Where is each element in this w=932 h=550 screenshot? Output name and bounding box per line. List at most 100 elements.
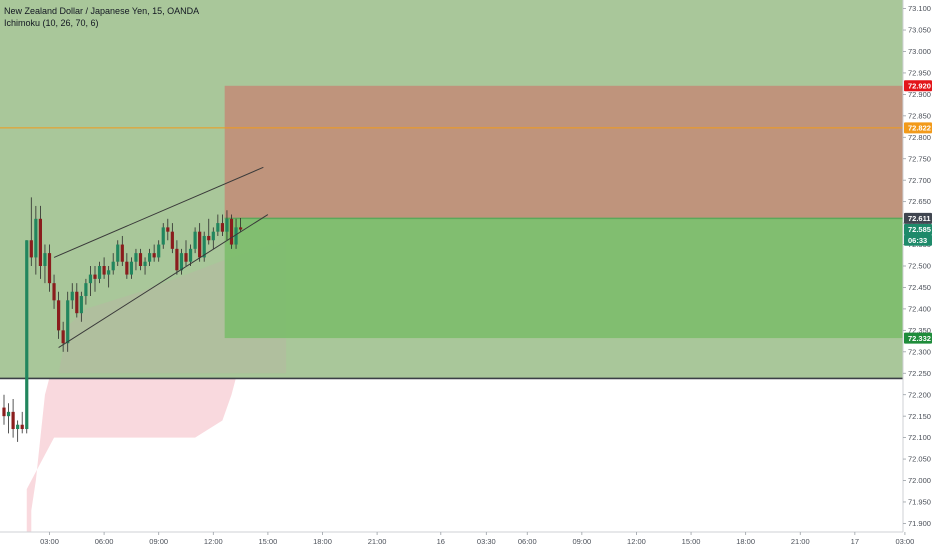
x-tick-label: 03:00 — [40, 537, 59, 546]
candle — [234, 227, 238, 245]
candle — [84, 283, 88, 297]
candle — [93, 274, 97, 279]
x-tick-label: 21:00 — [368, 537, 387, 546]
candle — [20, 424, 24, 430]
candle — [125, 261, 129, 275]
candle — [184, 253, 188, 262]
wedge-upper-line[interactable] — [53, 166, 264, 258]
price-label-badge — [904, 122, 932, 134]
wedge-lower-line[interactable] — [58, 214, 269, 348]
candle — [138, 253, 143, 266]
x-tick-label: 12:00 — [627, 537, 646, 546]
stop-loss-zone[interactable] — [224, 85, 904, 219]
price-label-text: 72.611 — [908, 214, 931, 223]
y-tick-label: 72.700 — [908, 176, 931, 185]
candle — [25, 240, 29, 430]
price-label-text: 72.920 — [908, 82, 931, 91]
candle — [143, 261, 147, 266]
candle — [220, 223, 224, 232]
x-tick-label: 03:00 — [896, 537, 915, 546]
candle — [216, 223, 220, 232]
candle — [102, 266, 106, 275]
x-tick-label: 16 — [437, 537, 445, 546]
price-label-badge — [904, 332, 932, 344]
price-label-badge — [904, 224, 932, 236]
x-tick-label: 21:00 — [791, 537, 810, 546]
candle — [111, 261, 115, 271]
price-label-text: 72.332 — [908, 334, 931, 343]
candle — [11, 411, 15, 430]
candle — [198, 231, 202, 258]
x-tick-label: 06:00 — [518, 537, 537, 546]
candle — [207, 235, 211, 241]
candle — [152, 253, 156, 258]
price-label-text: 72.822 — [908, 124, 931, 133]
candle — [52, 283, 56, 301]
y-tick-label: 72.000 — [908, 476, 931, 485]
candle — [179, 253, 184, 271]
y-tick-label: 72.500 — [908, 262, 931, 271]
candle — [2, 407, 6, 417]
target-loss-zone[interactable] — [224, 218, 904, 339]
price-label-badge — [904, 80, 932, 92]
candle — [129, 261, 133, 275]
price-label-text: 72.585 — [908, 225, 931, 234]
y-tick-label: 72.250 — [908, 369, 931, 378]
candle — [193, 231, 197, 249]
y-tick-label: 72.800 — [908, 133, 931, 142]
candle — [38, 218, 42, 266]
candle — [229, 218, 234, 245]
candle — [75, 291, 79, 314]
x-tick-label: 09:00 — [572, 537, 591, 546]
candle — [161, 227, 165, 245]
candle — [225, 218, 229, 232]
symbol-title[interactable]: New Zealand Dollar / Japanese Yen, 15, O… — [4, 6, 200, 16]
candle — [120, 244, 124, 262]
y-tick-label: 73.050 — [908, 26, 931, 35]
candle — [107, 270, 111, 275]
indicator-label[interactable]: Ichimoku (10, 26, 70, 6) — [4, 18, 99, 28]
time-axis[interactable] — [0, 532, 903, 550]
y-tick-label: 72.650 — [908, 197, 931, 206]
y-tick-label: 72.300 — [908, 347, 931, 356]
candle — [6, 411, 11, 417]
price-label-badge — [904, 234, 932, 246]
y-tick-label: 72.450 — [908, 283, 931, 292]
candle — [116, 244, 120, 262]
candle — [43, 253, 47, 266]
y-tick-label: 71.950 — [908, 498, 931, 507]
price-label-text: 06:33 — [908, 236, 927, 245]
ichimoku-cloud — [26, 377, 237, 532]
x-tick-label: 18:00 — [736, 537, 755, 546]
candle — [134, 253, 138, 262]
x-tick-label: 15:00 — [259, 537, 278, 546]
y-tick-label: 72.900 — [908, 90, 931, 99]
candle — [29, 240, 33, 258]
y-tick-label: 73.000 — [908, 47, 931, 56]
candle — [79, 296, 83, 314]
candle — [16, 424, 20, 430]
y-tick-label: 73.100 — [908, 4, 931, 13]
x-tick-label: 17 — [851, 537, 859, 546]
candle — [57, 300, 61, 331]
candle — [34, 218, 38, 258]
y-tick-label: 72.050 — [908, 455, 931, 464]
x-tick-label: 09:00 — [149, 537, 168, 546]
x-tick-label: 15:00 — [682, 537, 701, 546]
candle — [170, 231, 174, 249]
x-tick-label: 03:30 — [477, 537, 496, 546]
price-axis[interactable] — [903, 0, 932, 550]
candle — [47, 253, 52, 284]
candle — [70, 291, 74, 301]
chart-legend: New Zealand Dollar / Japanese Yen, 15, O… — [4, 5, 199, 29]
x-tick-label: 18:00 — [313, 537, 332, 546]
candle — [188, 248, 193, 262]
y-tick-label: 72.100 — [908, 433, 931, 442]
y-tick-label: 72.400 — [908, 305, 931, 314]
candle — [239, 227, 243, 230]
candle — [175, 248, 179, 271]
x-tick-label: 12:00 — [204, 537, 223, 546]
candle — [66, 300, 70, 344]
